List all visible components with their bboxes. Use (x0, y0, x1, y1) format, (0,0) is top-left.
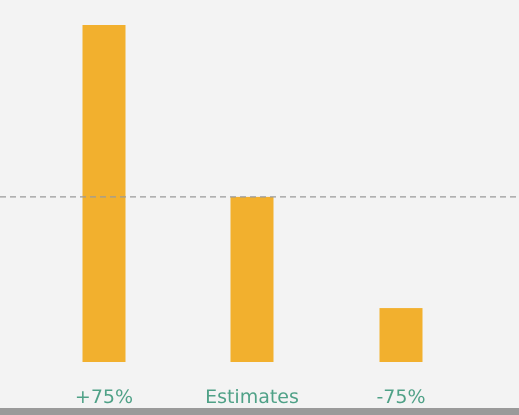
bar-2 (379, 308, 423, 362)
category-labels-group: +75% Estimates -75% (75, 386, 426, 408)
bar-0 (82, 25, 126, 362)
category-label-2: -75% (376, 386, 425, 408)
bar-1 (230, 196, 274, 362)
bars-group (82, 25, 423, 362)
category-label-1: Estimates (205, 386, 299, 408)
category-label-0: +75% (75, 386, 133, 408)
bottom-edge-strip (0, 408, 519, 415)
